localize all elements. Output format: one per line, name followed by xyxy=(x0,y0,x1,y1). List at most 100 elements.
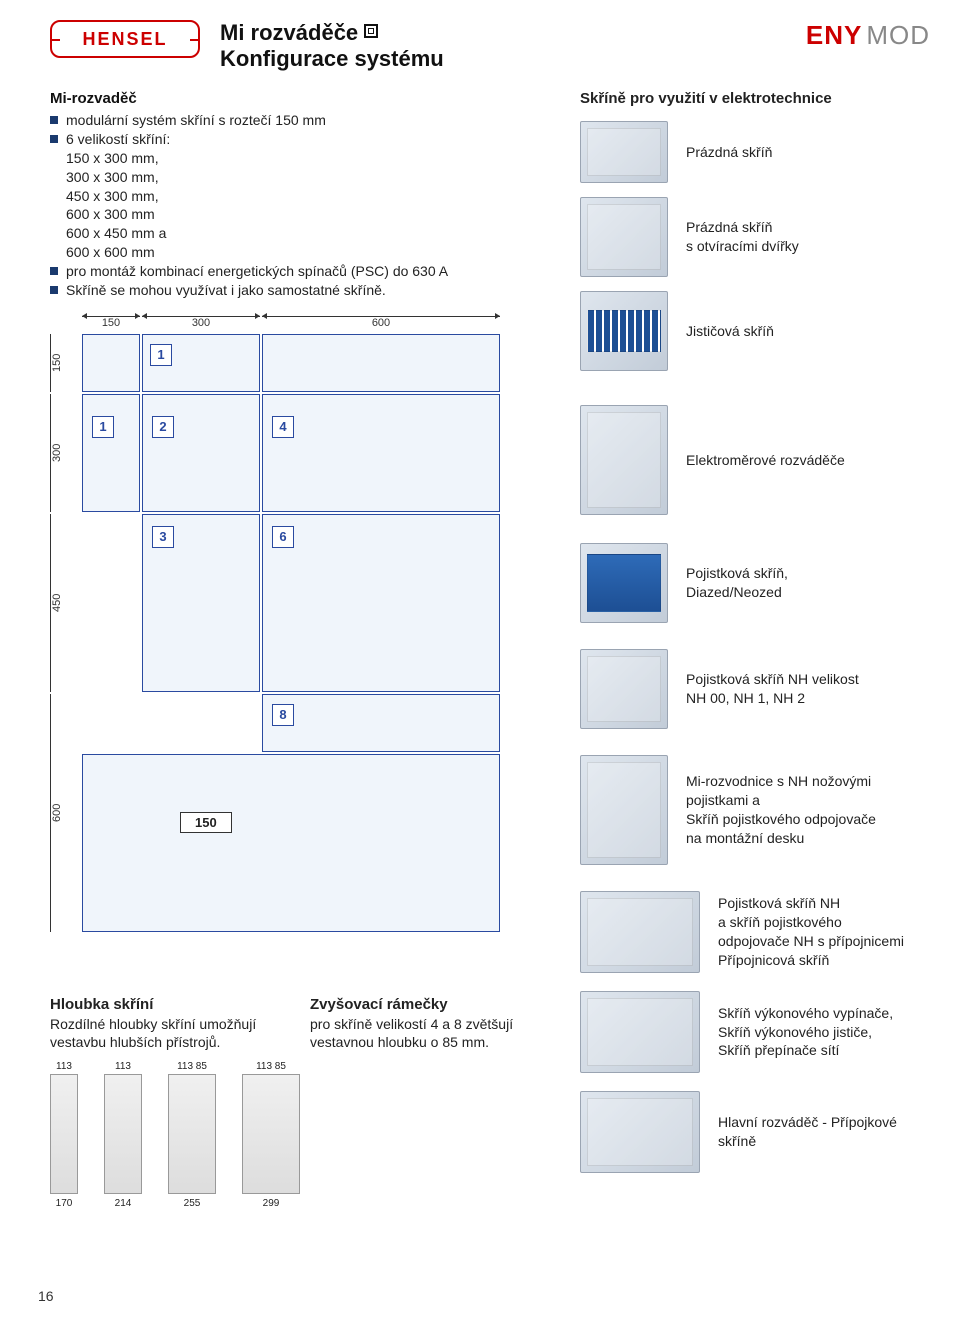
num-1: 1 xyxy=(92,416,114,438)
item-fuse-nh: Pojistková skříň NH velikost NH 00, NH 1… xyxy=(580,649,930,729)
cell-big xyxy=(82,754,500,932)
cell-2b xyxy=(142,394,260,512)
depth-bot-1: 170 xyxy=(50,1198,78,1209)
thumb-fuse-diazed xyxy=(580,543,668,623)
depth-top-1: 113 xyxy=(50,1061,78,1072)
bullet-icon xyxy=(50,135,58,143)
item-breaker: Jističová skříň xyxy=(580,291,930,371)
badge-150: 150 xyxy=(180,812,232,833)
frames-text: pro skříně velikostí 4 a 8 zvětšují vest… xyxy=(310,1015,530,1051)
label-i5b: Diazed/Neozed xyxy=(686,583,788,602)
title-line2: Konfigurace systému xyxy=(220,46,444,72)
hensel-logo: HENSEL xyxy=(50,20,200,58)
label-i3: Jističová skříň xyxy=(686,322,774,341)
size-3: 450 x 300 mm, xyxy=(66,187,550,206)
size-1: 150 x 300 mm, xyxy=(66,149,550,168)
bullet-icon xyxy=(50,116,58,124)
depth-col: Hloubka skříní Rozdílné hloubky skříní u… xyxy=(50,996,270,1051)
thumb-main xyxy=(580,1091,700,1173)
enymod-logo: ENYMOD xyxy=(806,20,930,51)
thumb-empty-door xyxy=(580,197,668,277)
item-mi-nh: Mi-rozvodnice s NH nožovými pojistkami a… xyxy=(580,755,930,865)
thumb-fuse-nh xyxy=(580,649,668,729)
frames-heading: Zvyšovací rámečky xyxy=(310,996,530,1013)
depth-heading: Hloubka skříní xyxy=(50,996,270,1013)
spec-block: Mi-rozvaděč modulární systém skříní s ro… xyxy=(50,90,550,300)
bullet-2: 6 velikostí skříní: xyxy=(66,130,170,149)
depth-top-3: 113 85 xyxy=(168,1061,216,1072)
depth-bar-4 xyxy=(242,1074,300,1194)
bullet-icon xyxy=(50,286,58,294)
bullet-1: modulární systém skříní s roztečí 150 mm xyxy=(66,111,326,130)
thumb-breaker xyxy=(580,291,668,371)
label-i9b: Skříň výkonového jističe, xyxy=(718,1023,893,1042)
item-switch: Skříň výkonového vypínače, Skříň výkonov… xyxy=(580,991,930,1073)
label-i6b: NH 00, NH 1, NH 2 xyxy=(686,689,859,708)
label-i7a: Mi-rozvodnice s NH nožovými xyxy=(686,772,876,791)
label-empty: Prázdná skříň xyxy=(686,143,772,162)
cell-3b xyxy=(262,514,500,692)
item-empty-door: Prázdná skříň s otvíracími dvířky xyxy=(580,197,930,277)
label-i6a: Pojistková skříň NH velikost xyxy=(686,670,859,689)
depth-text: Rozdílné hloubky skříní umožňují vestavb… xyxy=(50,1015,270,1051)
num-4: 4 xyxy=(272,416,294,438)
header: HENSEL Mi rozváděče Konfigurace systému … xyxy=(50,20,930,72)
cell-1a xyxy=(82,334,140,392)
dim-h-300: 300 xyxy=(142,316,260,329)
depth-box-3: 113 85 255 xyxy=(168,1061,216,1209)
depth-bot-4: 299 xyxy=(242,1198,300,1209)
num-3: 3 xyxy=(152,526,174,548)
depth-bar-2 xyxy=(104,1074,142,1194)
thumb-mi-nh xyxy=(580,755,668,865)
grid-diagram: 150 300 600 150 300 450 600 xyxy=(50,316,540,976)
sizes-list: 150 x 300 mm, 300 x 300 mm, 450 x 300 mm… xyxy=(50,149,550,262)
page-number: 16 xyxy=(38,1288,54,1304)
label-i8b: a skříň pojistkového xyxy=(718,913,904,932)
dim-h-600: 600 xyxy=(262,316,500,329)
num-6: 6 xyxy=(272,526,294,548)
cell-1c xyxy=(262,334,500,392)
depth-box-4: 113 85 299 xyxy=(242,1061,300,1209)
label-i9c: Skříň přepínače sítí xyxy=(718,1041,893,1060)
cell-8-row xyxy=(262,694,500,752)
label-i9a: Skříň výkonového vypínače, xyxy=(718,1004,893,1023)
label-i5a: Pojistková skříň, xyxy=(686,564,788,583)
title-icon xyxy=(364,24,378,38)
label-i2a: Prázdná skříň xyxy=(686,218,799,237)
enymod-mod: MOD xyxy=(866,20,930,51)
depth-top-2: 113 xyxy=(104,1061,142,1072)
label-i2b: s otvíracími dvířky xyxy=(686,237,799,256)
item-empty-box: Prázdná skříň xyxy=(580,121,930,183)
dim-v-300: 300 xyxy=(50,394,63,512)
item-fuse-diazed: Pojistková skříň, Diazed/Neozed xyxy=(580,543,930,623)
size-4: 600 x 300 mm xyxy=(66,205,550,224)
item-meter: Elektroměrové rozváděče xyxy=(580,405,930,515)
dim-v-450: 450 xyxy=(50,514,63,692)
cell-2c xyxy=(262,394,500,512)
size-2: 300 x 300 mm, xyxy=(66,168,550,187)
frames-col: Zvyšovací rámečky pro skříně velikostí 4… xyxy=(310,996,530,1051)
depth-box-2: 113 214 xyxy=(104,1061,142,1209)
dim-v-600: 600 xyxy=(50,694,63,932)
size-5: 600 x 450 mm a xyxy=(66,224,550,243)
depth-box-1: 113 170 xyxy=(50,1061,78,1209)
thumb-nh-busbar xyxy=(580,891,700,973)
thumb-switch xyxy=(580,991,700,1073)
num-8: 8 xyxy=(272,704,294,726)
depth-row: 113 170 113 214 113 85 255 113 85 xyxy=(50,1061,550,1209)
thumb-meter xyxy=(580,405,668,515)
label-i7c: Skříň pojistkového odpojovače xyxy=(686,810,876,829)
item-main: Hlavní rozváděč - Přípojkové skříně xyxy=(580,1091,930,1173)
label-i7b: pojistkami a xyxy=(686,791,876,810)
depth-bar-1 xyxy=(50,1074,78,1194)
label-i8c: odpojovače NH s přípojnicemi xyxy=(718,932,904,951)
cell-2a xyxy=(82,394,140,512)
item-nh-busbar: Pojistková skříň NH a skříň pojistkového… xyxy=(580,891,930,973)
label-i4: Elektroměrové rozváděče xyxy=(686,451,845,470)
label-i10: Hlavní rozváděč - Přípojkové skříně xyxy=(718,1113,930,1151)
spec-heading: Mi-rozvaděč xyxy=(50,90,550,107)
label-i7d: na montážní desku xyxy=(686,829,876,848)
bullet-4: Skříně se mohou využívat i jako samostat… xyxy=(66,281,386,300)
num-2: 2 xyxy=(152,416,174,438)
bottom-section: Hloubka skříní Rozdílné hloubky skříní u… xyxy=(50,996,550,1051)
